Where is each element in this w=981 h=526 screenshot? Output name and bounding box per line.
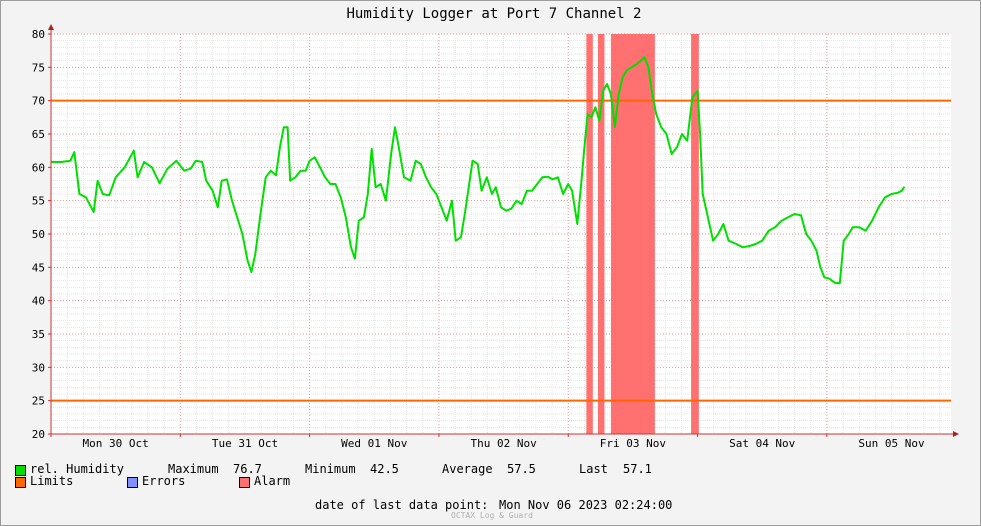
alarm-period — [610, 34, 655, 434]
y-tick-labels: 20 25 30 35 40 45 50 55 60 65 70 75 80 — [32, 28, 45, 441]
x-axis-arrow — [953, 431, 959, 437]
y-tick-label: 20 — [32, 428, 45, 441]
y-tick-label: 50 — [32, 228, 45, 241]
last-value: 57.1 — [623, 462, 652, 476]
y-tick-label: 30 — [32, 361, 45, 374]
last-point-value: Mon Nov 06 2023 02:24:00 — [499, 498, 673, 512]
alarm-legend-label: Alarm — [254, 474, 291, 488]
minimum-label: Minimum — [305, 462, 356, 476]
humidity-swatch — [15, 465, 26, 476]
humidity-legend-label: rel. Humidity — [30, 462, 124, 476]
last-label: Last — [579, 462, 608, 476]
x-tick-label: Sun 05 Nov — [858, 437, 925, 450]
x-tick-label: Thu 02 Nov — [470, 437, 537, 450]
y-tick-label: 75 — [32, 61, 45, 74]
errors-swatch — [127, 477, 138, 488]
credit-text: OCTAX Log & Guard — [451, 511, 533, 520]
limit-lines — [51, 99, 951, 402]
alarm-period — [586, 34, 593, 434]
y-tick-label: 70 — [32, 95, 45, 108]
x-tick-label: Fri 03 Nov — [600, 437, 667, 450]
humidity-line — [51, 56, 906, 285]
y-tick-label: 40 — [32, 295, 45, 308]
x-tick-label: Wed 01 Nov — [341, 437, 408, 450]
maximum-value: 76.7 — [233, 462, 262, 476]
average-label: Average — [442, 462, 493, 476]
limits-legend-label: Limits — [30, 474, 74, 488]
y-tick-label: 80 — [32, 28, 45, 41]
y-tick-label: 65 — [32, 128, 45, 141]
limits-swatch — [15, 477, 26, 488]
last-point-label: date of last data point: — [315, 498, 489, 512]
x-tick-labels: Mon 30 Oct Tue 31 Oct Wed 01 Nov Thu 02 Nov… — [83, 437, 925, 450]
x-tick-label: Sat 04 Nov — [729, 437, 796, 450]
alarm-period — [597, 34, 605, 434]
y-tick-label: 60 — [32, 161, 45, 174]
errors-legend-label: Errors — [142, 474, 186, 488]
y-tick-label: 25 — [32, 395, 45, 408]
average-value: 57.5 — [507, 462, 536, 476]
chart-title: Humidity Logger at Port 7 Channel 2 — [346, 6, 641, 22]
maximum-label: Maximum — [168, 462, 219, 476]
minimum-value: 42.5 — [370, 462, 399, 476]
y-axis-arrow — [48, 24, 54, 30]
y-tick-label: 45 — [32, 261, 45, 274]
y-tick-label: 35 — [32, 328, 45, 341]
x-tick-label: Tue 31 Oct — [212, 437, 278, 450]
x-tick-label: Mon 30 Oct — [83, 437, 149, 450]
alarm-swatch — [239, 477, 250, 488]
y-tick-label: 55 — [32, 195, 45, 208]
data-series — [51, 56, 906, 285]
alarm-period — [691, 34, 699, 434]
axes — [48, 24, 959, 437]
